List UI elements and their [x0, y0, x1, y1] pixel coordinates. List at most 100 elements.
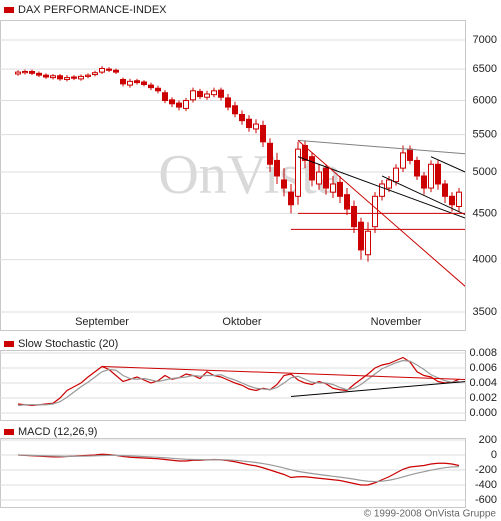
series-line: [17, 359, 460, 407]
candle-body: [316, 171, 322, 185]
candle-body: [64, 77, 70, 80]
candle-body: [358, 221, 364, 251]
trend-line: [290, 381, 465, 397]
candle-body: [260, 124, 266, 143]
candle-body: [29, 71, 35, 74]
candle-body: [421, 175, 427, 189]
candle-body: [36, 72, 42, 76]
candle-body: [120, 78, 126, 85]
y-tick-label: 0.008: [469, 347, 497, 359]
candle-body: [211, 90, 217, 96]
panel-frame: [0, 20, 466, 331]
candle-body: [99, 67, 105, 73]
candle-body: [232, 105, 238, 115]
candle-body: [239, 113, 245, 122]
candle-body: [78, 75, 84, 80]
trend-line: [101, 366, 465, 380]
candle-body: [428, 163, 434, 189]
x-tick-label: Oktober: [222, 316, 261, 328]
candle-body: [414, 159, 420, 177]
candle-body: [85, 74, 91, 77]
series-line: [17, 453, 460, 486]
x-tick-label: November: [371, 316, 422, 328]
panel-title: MACD (12,26,9): [18, 426, 97, 438]
trend-line: [297, 139, 465, 155]
candle-body: [246, 118, 252, 129]
y-tick-label: -400: [475, 479, 497, 491]
y-tick-label: 0.002: [469, 392, 497, 404]
y-tick-label: 0: [491, 449, 497, 461]
candle-body: [176, 102, 182, 108]
candle-body: [337, 181, 343, 197]
candle-body: [400, 152, 406, 169]
candle-body: [127, 80, 133, 86]
candle-body: [71, 76, 77, 79]
candle-body: [393, 167, 399, 183]
y-tick-label: 0.006: [469, 362, 497, 374]
candle-body: [183, 99, 189, 109]
panel-frame: [0, 350, 466, 421]
y-tick-label: 7000: [473, 34, 497, 46]
trend-line: [430, 156, 465, 173]
y-tick-label: 200: [479, 434, 497, 446]
candle-body: [386, 179, 392, 189]
y-tick-label: -200: [475, 464, 497, 476]
candle-body: [330, 183, 336, 193]
y-tick-label: 5500: [473, 129, 497, 141]
series-line: [17, 454, 460, 483]
candle-body: [169, 99, 175, 105]
y-tick-label: 0.004: [469, 377, 497, 389]
title-icon: [4, 7, 14, 13]
candle-body: [442, 183, 448, 197]
candle-body: [225, 97, 231, 108]
trend-line: [381, 175, 465, 216]
candle-body: [435, 163, 441, 185]
panel-title: Slow Stochastic (20): [18, 338, 118, 350]
candle-body: [50, 75, 56, 79]
candle-body: [344, 194, 350, 210]
candle-body: [267, 142, 273, 165]
y-tick-label: 5000: [473, 166, 497, 178]
candle-body: [141, 81, 147, 85]
candle-body: [351, 205, 357, 228]
y-tick-label: 4000: [473, 254, 497, 266]
candle-body: [92, 72, 98, 76]
y-tick-label: -600: [475, 494, 497, 506]
candle-body: [57, 75, 63, 80]
candle-body: [43, 74, 49, 78]
candle-body: [295, 148, 301, 197]
title-icon: [4, 429, 14, 435]
trend-line: [297, 156, 465, 219]
candle-body: [155, 87, 161, 92]
candle-body: [372, 195, 378, 228]
candle-body: [134, 80, 140, 84]
candle-body: [449, 195, 455, 206]
candle-body: [302, 144, 308, 161]
candle-body: [288, 191, 294, 206]
candle-body: [106, 68, 112, 71]
candle-body: [197, 90, 203, 98]
candle-body: [162, 92, 168, 101]
candle-body: [253, 123, 259, 130]
title-icon: [4, 341, 14, 347]
candle-body: [281, 179, 287, 189]
candle-body: [218, 89, 224, 98]
y-tick-label: 4500: [473, 207, 497, 219]
candle-body: [190, 90, 196, 101]
y-tick-label: 0.000: [469, 407, 497, 419]
x-tick-label: September: [75, 316, 129, 328]
candle-body: [22, 71, 28, 74]
candle-body: [113, 69, 119, 73]
candle-body: [365, 230, 371, 256]
plot-area: OnVista: [15, 66, 465, 287]
plot-area: [17, 356, 465, 407]
panel-frame: [0, 438, 466, 508]
candle-body: [309, 156, 315, 181]
candle-body: [15, 71, 21, 75]
y-tick-label: 6000: [473, 94, 497, 106]
candle-body: [456, 191, 462, 207]
candle-body: [204, 93, 210, 98]
plot-area: [17, 453, 460, 486]
